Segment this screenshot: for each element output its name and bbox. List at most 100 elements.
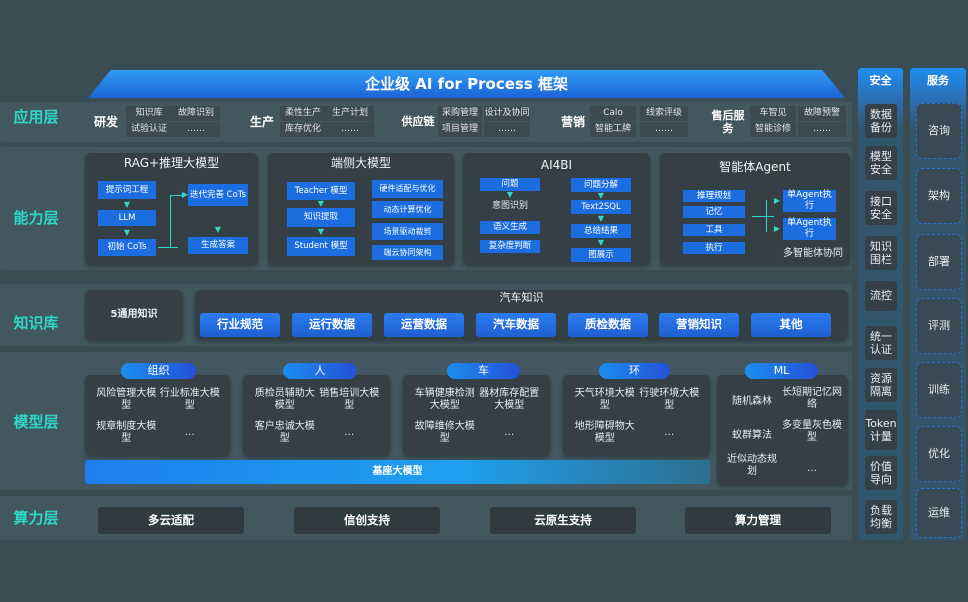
knowledge-item: 行业规范 [200,313,280,337]
flow-box: 执行 [683,242,745,254]
flow-box: 总结结果 [571,224,631,238]
model-item: … [807,463,817,474]
app-item: …… [326,122,374,137]
app-item: …… [640,122,688,137]
flow-box: 语义生成 [480,221,540,234]
knowledge-item: 质检数据 [568,313,648,337]
app-item: …… [172,122,220,137]
agent-box: 单Agent执行 [783,218,836,240]
security-item: Token计量 [865,410,897,450]
app-item: 知识库 [126,106,172,121]
model-item: 地形障碍物大模型 [574,421,635,444]
panel-title: AI4BI [540,157,573,172]
arrow-down-icon: ▼ [214,224,222,234]
flow-box: 生成答案 [188,237,248,254]
model-item: 行业标准大模型 [159,388,220,411]
model-group-label: 人 [283,363,357,379]
model-item: 故障维修大模型 [414,421,475,444]
app-group-label: 供应链 [401,115,435,129]
model-item: 行驶环境大模型 [639,388,700,411]
arrow-down-icon: ▼ [123,227,131,237]
layer-label-app: 应用层 [13,108,59,126]
model-item: … [344,427,355,438]
flow-box: 复杂度判断 [480,240,540,253]
arrow-right-icon: ▶ [773,196,781,206]
model-group-panel [85,375,230,456]
service-item: 训练 [916,362,962,418]
compute-item: 多云适配 [98,507,244,534]
connector-line [766,200,767,232]
model-item: 器材库存配置大模型 [479,388,540,411]
app-item: 车智见 [750,106,796,121]
model-item: 客户忠诚大模型 [254,421,315,444]
base-model-bar: 基座大模型 [85,460,710,484]
layer-label-model: 模型层 [13,413,59,431]
arrow-down-icon: ▼ [317,227,325,237]
service-item: 运维 [916,488,962,538]
model-item: 蚁群算法 [732,430,772,441]
feature-box: 端云协同架构 [372,245,443,260]
model-group-label: 组织 [121,363,196,379]
arrow-right-icon: ▶ [181,190,189,200]
arrow-down-icon: ▼ [597,214,605,224]
security-item: 资源隔离 [865,368,897,402]
model-group-panel [717,375,848,485]
knowledge-item: 汽车数据 [476,313,556,337]
model-item: 质检员辅助大模型 [254,388,315,411]
connector-line [170,195,171,247]
app-item: 智能诊修 [750,122,796,137]
model-item: 销售培训大模型 [319,388,380,411]
knowledge-item: 营销知识 [659,313,739,337]
panel-title: 智能体Agent [719,159,791,174]
app-item: Calo [590,106,636,121]
app-item: 项目管理 [438,122,482,137]
app-group-label: 生产 [249,114,274,129]
service-item: 优化 [916,426,962,482]
service-item: 架构 [916,168,962,224]
security-item: 接口安全 [865,191,897,225]
layer-label-knowledge: 知识库 [13,314,59,332]
app-item: …… [484,122,530,137]
app-item: 采购管理 [438,106,482,121]
arrow-down-icon: ▼ [597,238,605,248]
knowledge-item: 其他 [751,313,831,337]
app-item: 库存优化 [280,122,326,137]
flow-box: 记忆 [683,206,745,218]
model-item: 长短期记忆网络 [782,387,842,410]
flow-box: LLM [98,210,156,226]
model-group-panel [243,375,390,456]
app-group-label: 营销 [560,114,585,129]
feature-box: 场景驱动裁剪 [372,223,443,240]
app-item: 线索评级 [640,106,688,121]
flow-box: Student 模型 [287,237,355,256]
arrow-down-icon: ▼ [597,191,605,201]
flow-box: 图展示 [571,248,631,262]
model-item: … [184,427,195,438]
service-item: 评测 [916,298,962,354]
arrow-right-icon: ▶ [773,224,781,234]
security-item: 负载均衡 [865,500,897,534]
model-group-panel [403,375,550,456]
model-item: … [664,427,675,438]
flow-box: 工具 [683,224,745,236]
flow-box: 初始 CoTs [98,239,156,256]
app-group-label: 售后服务 [711,108,745,135]
app-item: 设计及协同 [484,106,530,121]
model-item: 车辆健康检测大模型 [414,388,475,411]
flow-box: Teacher 模型 [287,182,355,200]
flow-box: 问题分解 [571,178,631,192]
service-item: 咨询 [916,103,962,159]
service-item: 部署 [916,234,962,290]
general-knowledge-panel: 5通用知识 [85,290,183,340]
model-item: … [504,427,515,438]
flow-text: 意图识别 [491,200,528,211]
model-group-label: 车 [447,363,520,379]
compute-item: 信创支持 [294,507,440,534]
connector-line [170,195,182,196]
app-item: 生产计划 [326,106,374,121]
security-item: 流控 [865,281,897,311]
security-item: 数据备份 [865,104,897,138]
security-item: 模型安全 [865,146,897,180]
panel-title: 端侧大模型 [330,155,391,170]
panel-title: RAG+推理大模型 [123,155,220,170]
